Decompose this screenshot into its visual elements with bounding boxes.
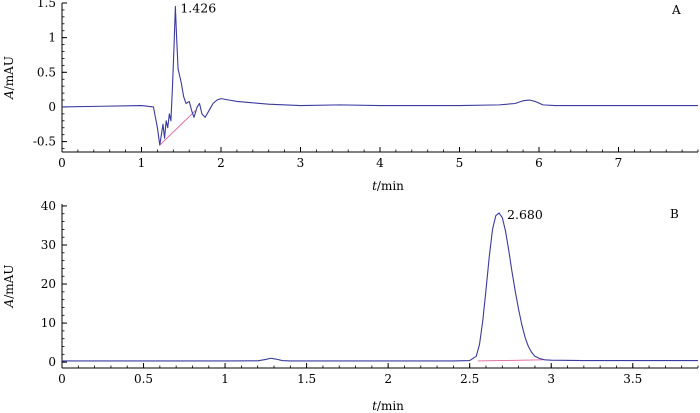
integration-baseline (159, 110, 196, 146)
x-tick-label: 1.5 (297, 372, 316, 386)
panel-tag: A (671, 3, 681, 17)
x-tick-label: 1 (138, 156, 146, 170)
x-tick-label: 6 (535, 156, 543, 170)
y-tick-label: 40 (41, 199, 56, 213)
peak-label: 2.680 (507, 207, 543, 222)
integration-baseline (477, 359, 544, 362)
chromatogram-panel-b: 0 0.5 1 1.5 2 2.5 3 3.5 0 10 20 30 40 t/min A/mAU 2.680… (2, 199, 699, 413)
x-tick-label: 3.5 (623, 372, 642, 386)
y-tick-label: -0.5 (33, 135, 56, 149)
x-tick-label: 3 (297, 156, 305, 170)
x-tick-label: 5 (456, 156, 464, 170)
x-tick-label: 3 (547, 372, 555, 386)
y-tick-label: 10 (41, 316, 56, 330)
x-tick-label: 0 (58, 156, 66, 170)
x-tick-label: 2.5 (460, 372, 479, 386)
y-tick-label: 0 (48, 355, 56, 369)
chromatogram-trace (61, 5, 698, 146)
x-axis-label: t/min (372, 399, 404, 413)
x-tick-label: 4 (376, 156, 384, 170)
y-axis-label: A/mAU (2, 56, 16, 100)
y-tick-label: 30 (41, 238, 56, 252)
panel-tag: B (670, 207, 679, 221)
x-tick-label: 0.5 (134, 372, 153, 386)
x-tick-label: 1 (221, 372, 229, 386)
y-tick-label: 0 (48, 100, 56, 114)
y-tick-label: 1.5 (37, 0, 56, 10)
x-axis-label: t/min (372, 179, 404, 193)
peak-label: 1.426 (180, 0, 216, 15)
x-tick-label: 2 (217, 156, 225, 170)
y-tick-label: 1 (48, 31, 56, 45)
x-tick-label: 7 (615, 156, 623, 170)
y-tick-label: 20 (41, 277, 56, 291)
chromatogram-trace (62, 212, 698, 362)
y-tick-label: 0.5 (37, 65, 56, 79)
y-axis-label: A/mAU (2, 265, 16, 309)
x-tick-label: 2 (384, 372, 392, 386)
x-tick-label: 0 (58, 372, 66, 386)
